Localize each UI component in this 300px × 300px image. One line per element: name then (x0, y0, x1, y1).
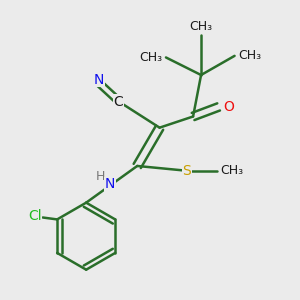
Text: CH₃: CH₃ (220, 164, 243, 177)
Text: Cl: Cl (28, 209, 42, 223)
Text: N: N (105, 177, 115, 191)
Text: O: O (223, 100, 234, 114)
Text: S: S (182, 164, 191, 178)
Text: N: N (94, 73, 104, 87)
Text: C: C (113, 95, 123, 109)
Text: H: H (96, 170, 105, 183)
Text: CH₃: CH₃ (238, 50, 262, 62)
Text: CH₃: CH₃ (139, 51, 162, 64)
Text: CH₃: CH₃ (190, 20, 213, 33)
